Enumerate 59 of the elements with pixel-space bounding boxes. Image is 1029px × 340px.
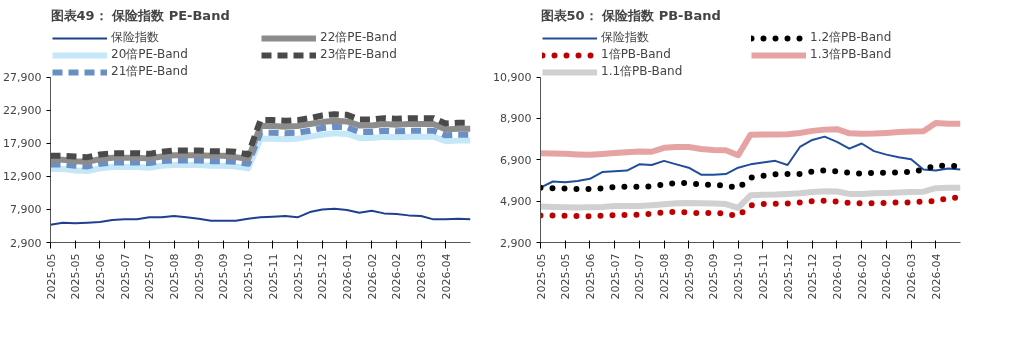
x-tick-label: 2025-05 [44,253,58,300]
x-tick-label: 2025-09 [707,253,721,300]
x-tick-label: 2025-07 [143,253,157,300]
x-tick-label: 2026-01 [830,253,844,300]
legend-label: 23倍PE-Band [320,46,398,63]
x-tick-label: 2026-03 [415,253,429,300]
x-tick-label: 2025-11 [756,253,770,300]
y-tick-label: 6,900 [500,153,532,167]
x-tick-label: 2025-09 [682,253,696,300]
y-tick-label: 12,900 [3,170,42,184]
x-tick-label: 2025-10 [242,253,256,300]
x-tick-label: 2025-09 [192,253,206,300]
x-tick-label: 2025-12 [291,253,305,300]
y-tick-label: 2,900 [10,236,42,250]
legend-label: 保险指数 [601,29,650,46]
y-tick-label: 27,900 [3,71,42,85]
y-tick-label: 2,900 [500,236,532,250]
legend-label: 1.3倍PB-Band [810,46,893,63]
x-tick-label: 2025-05 [534,253,548,300]
x-tick-label: 2025-08 [658,253,672,300]
x-tick-label: 2025-06 [583,253,597,300]
legend-label: 1.1倍PB-Band [601,63,684,80]
x-tick-label: 2025-05 [559,253,573,300]
x-tick-label: 2025-07 [118,253,132,300]
x-tick-label: 2026-02 [390,253,404,300]
x-tick-label: 2025-05 [69,253,83,300]
x-tick-label: 2026-04 [929,253,943,300]
x-tick-label: 2025-07 [608,253,622,300]
x-tick-label: 2026-01 [340,253,354,300]
line-series [540,135,961,189]
x-tick-label: 2026-03 [905,253,919,300]
y-tick-label: 10,900 [493,71,532,85]
x-tick-label: 2025-09 [217,253,231,300]
x-tick-label: 2025-12 [316,253,330,300]
x-tick-label: 2026-02 [365,253,379,300]
x-tick-label: 2025-06 [93,253,107,300]
chart-title: 图表49： 保险指数 PE-Band [50,7,230,23]
y-tick-label: 7,900 [10,203,42,217]
legend-label: 21倍PE-Band [111,63,189,80]
x-tick-label: 2025-11 [266,253,280,300]
legend-label: 保险指数 [111,29,160,46]
legend-label: 1.2倍PB-Band [810,29,893,46]
x-tick-label: 2025-10 [732,253,746,300]
x-tick-label: 2025-07 [633,253,647,300]
line-series [50,207,471,226]
y-tick-label: 22,900 [3,104,42,118]
x-tick-label: 2025-08 [168,253,182,300]
x-tick-label: 2025-12 [781,253,795,300]
chart-title: 图表50： 保险指数 PB-Band [540,7,721,23]
x-tick-label: 2026-04 [439,253,453,300]
y-tick-label: 8,900 [500,112,532,126]
y-tick-label: 4,900 [500,195,532,209]
x-tick-label: 2026-02 [880,253,894,300]
legend-label: 22倍PE-Band [320,29,398,46]
x-tick-label: 2025-12 [806,253,820,300]
y-tick-label: 17,900 [3,137,42,151]
x-tick-label: 2026-02 [855,253,869,300]
legend-label: 20倍PE-Band [111,46,189,63]
legend-label: 1倍PB-Band [601,46,672,63]
